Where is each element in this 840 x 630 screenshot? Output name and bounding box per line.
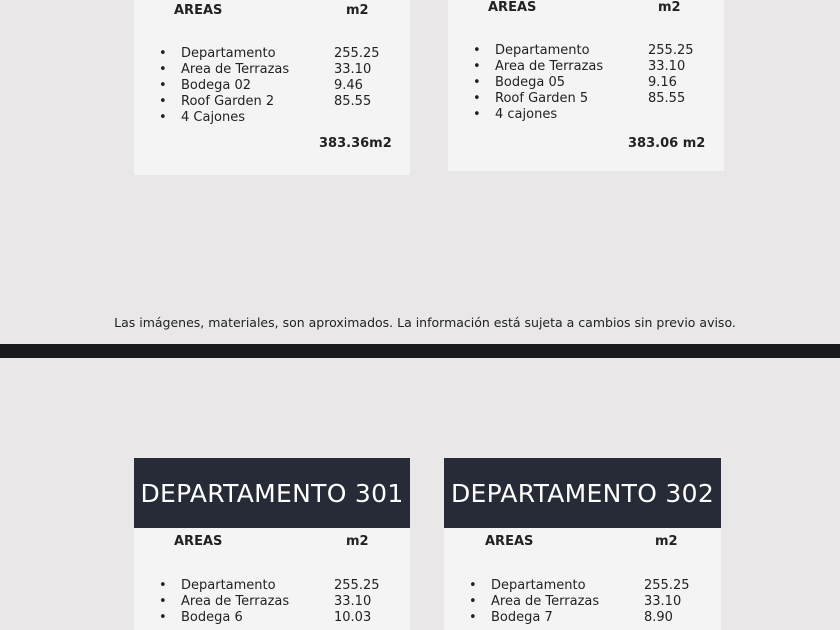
divider-band [0,344,840,358]
area-row: • Departamento 255.25 [156,46,380,61]
bullet-icon: • [473,91,481,106]
area-value: 8.90 [644,610,673,625]
area-value: 33.10 [644,594,682,609]
area-name: Bodega 7 [491,610,553,625]
top-card-left: AREAS m2 • Departamento 255.25 • Area de Ter… [134,0,410,175]
bottom-card-right: AREAS m2 • Departamento 255.25 • Area de Ter… [444,528,721,630]
bullet-icon: • [469,610,477,625]
area-value: 10.03 [334,610,372,625]
area-name: Departamento [495,43,590,58]
total: 383.06 m2 [628,136,706,151]
area-value: 9.46 [334,78,363,93]
area-value: 255.25 [334,46,380,61]
area-row: • Area de Terrazas 33.10 [470,59,685,74]
area-name: Bodega 05 [495,75,566,90]
area-row: • Roof Garden 5 85.55 [470,91,685,106]
area-name: Departamento [491,578,586,593]
area-value: 255.25 [334,578,380,593]
area-row: • 4 Cajones [156,110,334,125]
area-name: Roof Garden 5 [495,91,589,106]
bullet-icon: • [159,610,167,625]
unit-header: m2 [658,0,681,15]
unit-title-302: DEPARTAMENTO 302 [444,458,721,528]
area-name: 4 Cajones [181,110,246,125]
bullet-icon: • [473,75,481,90]
bullet-icon: • [469,594,477,609]
area-name: Area de Terrazas [181,62,290,77]
unit-header: m2 [346,3,369,18]
area-row: • Departamento 255.25 [156,578,380,593]
bullet-icon: • [159,94,167,109]
areas-header: AREAS [174,534,223,549]
bullet-icon: • [159,594,167,609]
bullet-icon: • [473,43,481,58]
area-row: • Roof Garden 2 85.55 [156,94,371,109]
area-row: • Departamento 255.25 [466,578,690,593]
area-row: • Bodega 7 8.90 [466,610,673,625]
area-value: 33.10 [334,62,372,77]
area-value: 255.25 [648,43,694,58]
bullet-icon: • [469,578,477,593]
unit-header: m2 [346,534,369,549]
area-name: Roof Garden 2 [181,94,275,109]
area-name: Area de Terrazas [181,594,290,609]
bullet-icon: • [473,107,481,122]
bullet-icon: • [159,46,167,61]
bullet-icon: • [159,62,167,77]
area-value: 255.25 [644,578,690,593]
area-row: • Bodega 6 10.03 [156,610,371,625]
area-name: Area de Terrazas [491,594,600,609]
area-value: 33.10 [648,59,686,74]
area-name: Bodega 6 [181,610,243,625]
areas-header: AREAS [174,3,223,18]
area-row: • Area de Terrazas 33.10 [466,594,681,609]
bottom-card-left: AREAS m2 • Departamento 255.25 • Area de Ter… [134,528,410,630]
area-name: 4 cajones [495,107,558,122]
area-name: Area de Terrazas [495,59,604,74]
area-value: 85.55 [648,91,686,106]
areas-header: AREAS [488,0,537,15]
area-row: • Departamento 255.25 [470,43,694,58]
area-row: • Area de Terrazas 33.10 [156,62,371,77]
area-name: Departamento [181,46,276,61]
area-value: 9.16 [648,75,677,90]
bullet-icon: • [473,59,481,74]
disclaimer-text: Las imágenes, materiales, son aproximado… [114,315,736,330]
top-card-right: AREAS m2 • Departamento 255.25 • Area de Ter… [448,0,724,171]
area-name: Departamento [181,578,276,593]
area-value: 33.10 [334,594,372,609]
area-value: 85.55 [334,94,372,109]
area-row: • Bodega 02 9.46 [156,78,363,93]
area-name: Bodega 02 [181,78,252,93]
unit-title-301: DEPARTAMENTO 301 [134,458,410,528]
total: 383.36m2 [319,136,392,151]
area-row: • Bodega 05 9.16 [470,75,677,90]
bullet-icon: • [159,578,167,593]
area-row: • Area de Terrazas 33.10 [156,594,371,609]
areas-header: AREAS [485,534,534,549]
bullet-icon: • [159,110,167,125]
bullet-icon: • [159,78,167,93]
area-row: • 4 cajones [470,107,648,122]
unit-header: m2 [655,534,678,549]
